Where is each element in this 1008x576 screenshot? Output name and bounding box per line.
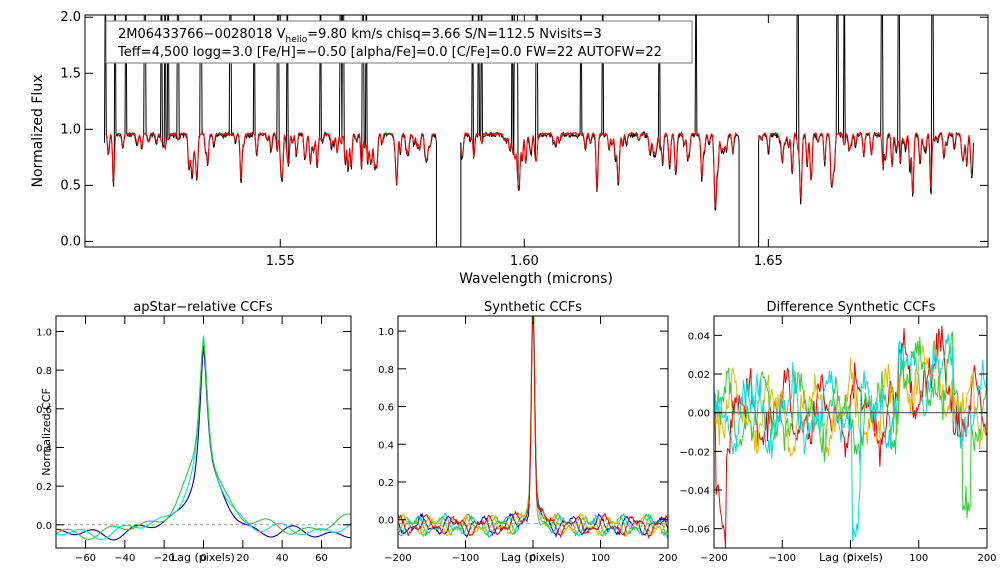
- synthetic-ccf-xtick-label: 100: [591, 553, 610, 564]
- synthetic-ccf-series-4: [398, 316, 668, 538]
- apstar-ccf-ytick-label: 0.8: [36, 366, 52, 377]
- apstar-ccf-ylabel: Normalized CCF: [40, 388, 53, 476]
- apstar-ccf-ytick-label: 0.4: [36, 443, 52, 454]
- apstar-ccf-panel: apStar−relative CCFs −60 −40 −20 0 20 40 60 0.0…: [36, 300, 352, 564]
- synthetic-ccf-series-1: [398, 316, 668, 539]
- spectrum-ytick-label: 2.0: [60, 10, 81, 25]
- spectrum-panel: 1.55 1.60 1.65 0.0 0.5 1.0 1.5 2.0 Wavelength (…: [30, 10, 989, 287]
- spectrum-xtick-label: 1.60: [510, 254, 539, 269]
- difference-ccf-ytick-label: −0.06: [679, 525, 710, 536]
- apstar-ccf-xtick-label: 0: [200, 553, 206, 564]
- synthetic-ccf-panel: Synthetic CCFs −200 −100 0 100 200 0.0 0.2 0.4 0…: [378, 300, 678, 564]
- synthetic-ccf-series-5: [398, 316, 668, 540]
- difference-ccf-ytick-label: −0.04: [679, 486, 710, 497]
- synthetic-ccf-axes-frame: [397, 315, 669, 549]
- spectrum-ticks: 1.55 1.60 1.65 0.0 0.5 1.0 1.5 2.0: [60, 10, 988, 269]
- spectrum-observed-segment-2: [460, 15, 740, 211]
- spectrum-ytick-label: 0.0: [60, 234, 81, 249]
- synthetic-ccf-xtick-label: 0: [530, 553, 536, 564]
- difference-ccf-ytick-label: 0.04: [688, 331, 710, 342]
- difference-ccf-series-3: [714, 331, 987, 518]
- difference-ccf-xtick-label: 0: [847, 553, 853, 564]
- synthetic-ccf-xtick-label: −100: [452, 553, 479, 564]
- annotation-line-1-subscript: helio: [285, 35, 307, 45]
- difference-ccf-ticks: −200 −100 0 100 200 −0.06 −0.04 −0.02 0.00 0.02 0.…: [679, 316, 997, 564]
- synthetic-ccf-ytick-label: 0.6: [378, 403, 394, 414]
- spectrum-model-segment-2: [462, 131, 738, 209]
- difference-ccf-xtick-label: −100: [769, 553, 796, 564]
- apstar-ccf-xtick-label: −60: [75, 553, 96, 564]
- apstar-ccf-series-2: [56, 335, 351, 540]
- spectrum-ytick-label: 1.0: [60, 122, 81, 137]
- synthetic-ccf-title: Synthetic CCFs: [484, 300, 582, 315]
- spectrum-observed-segment-3: [758, 15, 974, 205]
- apstar-ccf-title: apStar−relative CCFs: [133, 300, 273, 315]
- apstar-ccf-xtick-label: 40: [276, 553, 289, 564]
- synthetic-ccf-ytick-label: 0.4: [378, 440, 394, 451]
- synthetic-ccf-xtick-label: 200: [658, 553, 677, 564]
- annotation-line-1-prefix: 2M06433766−0028018 V: [118, 27, 286, 42]
- spectrum-ylabel: Normalized Flux: [30, 75, 46, 188]
- difference-ccf-series-1: [714, 325, 987, 548]
- apstar-ccf-ytick-label: 0.2: [36, 482, 52, 493]
- apstar-ccf-series-1: [56, 345, 351, 541]
- apstar-ccf-series-3: [56, 337, 351, 540]
- apstar-ccf-xtick-label: −40: [114, 553, 135, 564]
- spectrum-model-segment-3: [759, 131, 973, 199]
- apstar-ccf-xtick-label: 20: [236, 553, 249, 564]
- synthetic-ccf-ticks: −200 −100 0 100 200 0.0 0.2 0.4 0.6 0.8 1.0: [378, 316, 678, 564]
- difference-ccf-xtick-label: 100: [909, 553, 928, 564]
- difference-ccf-xlabel: Lag (pixels): [819, 551, 883, 564]
- apstar-ccf-xtick-label: 60: [315, 553, 328, 564]
- synthetic-ccf-ytick-label: 0.2: [378, 478, 394, 489]
- difference-ccf-plot-area: [714, 325, 987, 548]
- synthetic-ccf-xlabel: Lag (pixels): [501, 551, 565, 564]
- spectrum-plot-area: [104, 15, 974, 247]
- spectrum-ytick-label: 0.5: [60, 178, 81, 193]
- spectrum-ytick-label: 1.5: [60, 66, 81, 81]
- difference-ccf-xtick-label: −200: [700, 553, 727, 564]
- synthetic-ccf-ytick-label: 0.8: [378, 365, 394, 376]
- apstar-ccf-plot-area: [56, 335, 351, 541]
- difference-ccf-series-4: [714, 334, 987, 542]
- apstar-ccf-ticks: −60 −40 −20 0 20 40 60 0.0 0.2 0.4 0.6 0.8 1.0: [36, 316, 351, 564]
- difference-ccf-ytick-label: 0.00: [688, 409, 710, 420]
- apstar-ccf-ytick-label: 1.0: [36, 327, 52, 338]
- spectrum-xlabel: Wavelength (microns): [459, 271, 613, 287]
- synthetic-ccf-series-3: [398, 316, 668, 538]
- difference-ccf-xtick-label: 200: [977, 553, 996, 564]
- apstar-ccf-ytick-label: 0.0: [36, 521, 52, 532]
- spectrum-model-segment-1: [105, 131, 435, 185]
- annotation-line-1: 2M06433766−0028018 Vhelio=9.80 km/s chis…: [118, 27, 602, 45]
- spectrum-annotation-box: [105, 20, 693, 64]
- difference-ccf-panel: Difference Synthetic CCFs −200 −100 0 100 20…: [679, 300, 996, 564]
- synthetic-ccf-series-2: [398, 316, 668, 539]
- spectrum-xtick-label: 1.65: [754, 254, 783, 269]
- synthetic-ccf-plot-area: [398, 316, 668, 540]
- spectrum-axes-frame: [84, 14, 989, 248]
- apstar-ccf-ytick-label: 0.6: [36, 405, 52, 416]
- difference-ccf-ytick-label: −0.02: [679, 447, 710, 458]
- synthetic-ccf-ytick-label: 0.0: [378, 516, 394, 527]
- difference-ccf-title: Difference Synthetic CCFs: [766, 300, 935, 315]
- synthetic-ccf-xtick-label: −200: [384, 553, 411, 564]
- difference-ccf-ytick-label: 0.02: [688, 370, 710, 381]
- difference-ccf-axes-frame: [713, 315, 988, 549]
- apstar-ccf-xlabel: Lag (pixels): [171, 551, 235, 564]
- annotation-line-2: Teff=4,500 logg=3.0 [Fe/H]=−0.50 [alpha/…: [117, 45, 662, 60]
- spectrum-xtick-label: 1.55: [266, 254, 295, 269]
- synthetic-ccf-ytick-label: 1.0: [378, 327, 394, 338]
- apstar-ccf-xtick-label: −20: [154, 553, 175, 564]
- annotation-line-1-suffix: =9.80 km/s chisq=3.66 S/N=112.5 Nvisits=…: [307, 27, 602, 42]
